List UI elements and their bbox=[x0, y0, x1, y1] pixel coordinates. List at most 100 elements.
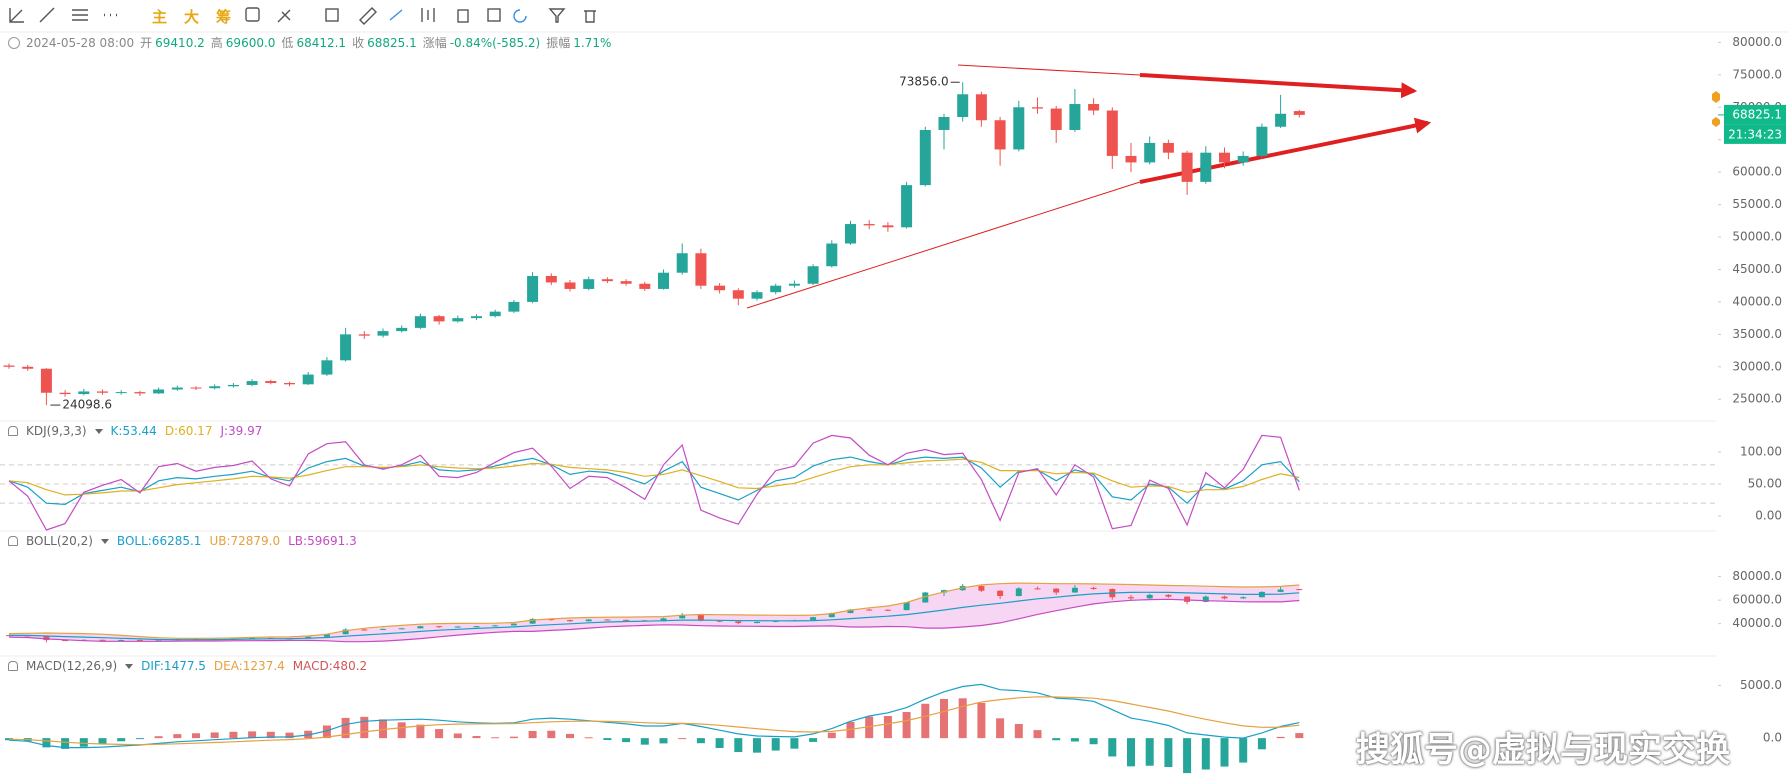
macd-bar bbox=[61, 738, 70, 749]
macd-bar bbox=[640, 738, 649, 745]
alert-marker[interactable] bbox=[1712, 91, 1720, 127]
indicator-legend: KDJ(9,3,3) K:53.44 D:60.17 J:39.97 bbox=[8, 424, 262, 438]
macd-bar bbox=[790, 738, 799, 749]
boll-candle-body bbox=[1296, 589, 1303, 591]
macd-bar bbox=[1201, 738, 1210, 770]
tool-pen[interactable] bbox=[359, 7, 377, 25]
candle-body bbox=[190, 387, 202, 389]
toolbar-main[interactable]: 主 bbox=[152, 8, 168, 26]
y-tick-label: 60000.0 bbox=[1732, 593, 1782, 607]
tool-draw[interactable] bbox=[389, 9, 403, 21]
tool-copy[interactable] bbox=[325, 8, 339, 22]
info-label: 涨幅 bbox=[422, 36, 447, 50]
boll-candle-body bbox=[118, 639, 125, 641]
candle-body bbox=[1293, 111, 1305, 115]
macd-bar bbox=[958, 698, 967, 739]
tool-parallel[interactable] bbox=[72, 9, 88, 21]
candle-body bbox=[78, 391, 90, 395]
boll-candle-body bbox=[828, 613, 835, 618]
boll-candle-body bbox=[585, 619, 592, 622]
tool-angle[interactable] bbox=[9, 8, 24, 23]
tool-magnet[interactable] bbox=[513, 9, 527, 23]
tool-candles[interactable] bbox=[421, 8, 435, 22]
tool-measure[interactable] bbox=[277, 9, 291, 23]
candle-body bbox=[676, 253, 688, 273]
macd-bar bbox=[996, 718, 1005, 739]
indicator-line bbox=[9, 591, 1300, 641]
macd-bar bbox=[865, 716, 874, 739]
candle-body bbox=[1219, 152, 1230, 163]
macd-bar bbox=[846, 721, 855, 739]
macd-bar bbox=[341, 717, 350, 739]
boll-candle-body bbox=[697, 614, 704, 621]
boll-candle-body bbox=[1053, 588, 1060, 593]
y-tick-label: 80000.0 bbox=[1732, 569, 1782, 583]
boll-candle-body bbox=[529, 618, 536, 624]
candle-body bbox=[171, 387, 183, 390]
toolbar-big[interactable]: 大 bbox=[184, 8, 200, 26]
macd-bar bbox=[192, 733, 200, 739]
trendline-upper-arrow bbox=[1139, 73, 1418, 99]
macd-bar bbox=[603, 738, 612, 741]
candle-body bbox=[1088, 104, 1100, 111]
candle-body bbox=[770, 285, 782, 293]
last-price-label: 68825.1 bbox=[1732, 107, 1782, 121]
indicator-title[interactable]: BOLL(20,2) bbox=[26, 534, 93, 548]
boll-candle-body bbox=[323, 634, 330, 637]
tool-filter[interactable] bbox=[548, 8, 566, 23]
candle-body bbox=[863, 224, 875, 226]
boll-candle-body bbox=[1165, 594, 1172, 597]
indicator-title[interactable]: MACD(12,26,9) bbox=[26, 659, 118, 673]
macd-bar bbox=[734, 738, 743, 753]
boll-candle-body bbox=[660, 618, 667, 622]
toolbar-chips[interactable]: 筹 bbox=[216, 8, 232, 26]
candle-body bbox=[1144, 142, 1156, 163]
legend-entry: MACD:480.2 bbox=[292, 659, 368, 673]
macd-bar bbox=[1276, 736, 1285, 739]
indicator-line bbox=[8, 456, 1300, 506]
candle-body bbox=[901, 185, 913, 228]
candle-body bbox=[1200, 152, 1212, 182]
macd-bar bbox=[453, 733, 462, 739]
boll-candle-body bbox=[735, 621, 742, 624]
macd-bar bbox=[584, 737, 593, 739]
macd-bar bbox=[1220, 738, 1229, 767]
indicator-legend: MACD(12,26,9) DIF:1477.5 DEA:1237.4 MACD:48… bbox=[8, 659, 367, 673]
tool-lock[interactable] bbox=[457, 9, 469, 23]
candle-body bbox=[471, 316, 482, 319]
legend-entry: D:60.17 bbox=[164, 424, 213, 438]
candle-body bbox=[826, 243, 838, 267]
boll-candle-body bbox=[1128, 597, 1134, 599]
indicator-line bbox=[8, 683, 1300, 749]
indicator-title[interactable]: KDJ(9,3,3) bbox=[26, 424, 87, 438]
macd-bar bbox=[229, 731, 238, 739]
tool-note[interactable] bbox=[487, 8, 501, 22]
candle-body bbox=[658, 272, 669, 289]
y-tick-label: 45000.0 bbox=[1732, 262, 1782, 276]
tool-delete[interactable] bbox=[584, 10, 596, 23]
macd-bar bbox=[1033, 730, 1042, 739]
boll-candle-body bbox=[454, 626, 461, 628]
y-tick-label: 75000.0 bbox=[1732, 67, 1782, 81]
boll-candle-body bbox=[1221, 596, 1228, 599]
macd-bar bbox=[883, 716, 892, 739]
indicator-line bbox=[8, 434, 1300, 531]
tool-edit[interactable] bbox=[245, 7, 260, 22]
tool-line[interactable] bbox=[39, 7, 55, 23]
boll-candle-body bbox=[473, 626, 480, 628]
macd-bar bbox=[435, 729, 444, 739]
boll-candle-body bbox=[978, 586, 985, 591]
macd-bar bbox=[1257, 738, 1266, 750]
y-tick-label: 25000.0 bbox=[1732, 392, 1782, 406]
boll-candle-body bbox=[43, 635, 50, 641]
candle-body bbox=[377, 331, 389, 336]
candle-body bbox=[882, 225, 894, 228]
candle-body bbox=[732, 290, 744, 299]
macd-bar bbox=[547, 730, 556, 739]
high-annotation: 73856.0 bbox=[899, 75, 949, 89]
y-tick-label: 100.00 bbox=[1740, 445, 1782, 459]
macd-bar bbox=[397, 722, 406, 739]
macd-bar bbox=[1108, 738, 1117, 757]
candle-body bbox=[358, 334, 370, 336]
